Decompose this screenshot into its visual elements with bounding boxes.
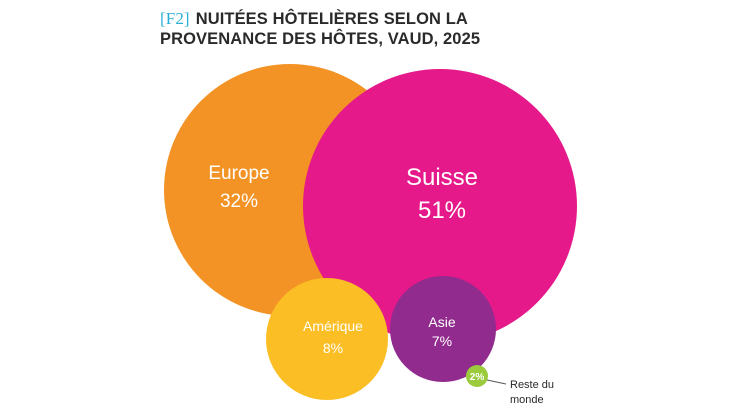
label-reste-du-monde-line1: Reste du: [510, 379, 554, 391]
bubble-asie: [390, 276, 496, 382]
bubble-reste-du-monde: [466, 365, 488, 387]
title-line-2: PROVENANCE DES HÔTES, VAUD, 2025: [160, 30, 481, 48]
value-reste-du-monde: 2%: [470, 372, 485, 383]
label-asie: Asie: [428, 314, 455, 330]
bubble-amerique: [266, 278, 388, 400]
chart-title: [F2] NUITÉES HÔTELIÈRES SELON LA PROVENAN…: [160, 9, 680, 49]
figure-tag: [F2]: [160, 9, 190, 28]
title-line-1: NUITÉES HÔTELIÈRES SELON LA: [195, 10, 468, 28]
value-amerique: 8%: [323, 340, 343, 356]
leader-line-reste-du-monde: [486, 379, 507, 385]
value-suisse: 51%: [418, 197, 466, 224]
bubble-suisse: [303, 69, 577, 343]
value-europe: 32%: [220, 191, 258, 212]
label-reste-du-monde-line2: monde: [510, 394, 544, 406]
label-europe: Europe: [208, 163, 269, 184]
label-amerique: Amérique: [303, 318, 363, 334]
label-suisse: Suisse: [406, 164, 478, 191]
value-asie: 7%: [432, 333, 452, 349]
